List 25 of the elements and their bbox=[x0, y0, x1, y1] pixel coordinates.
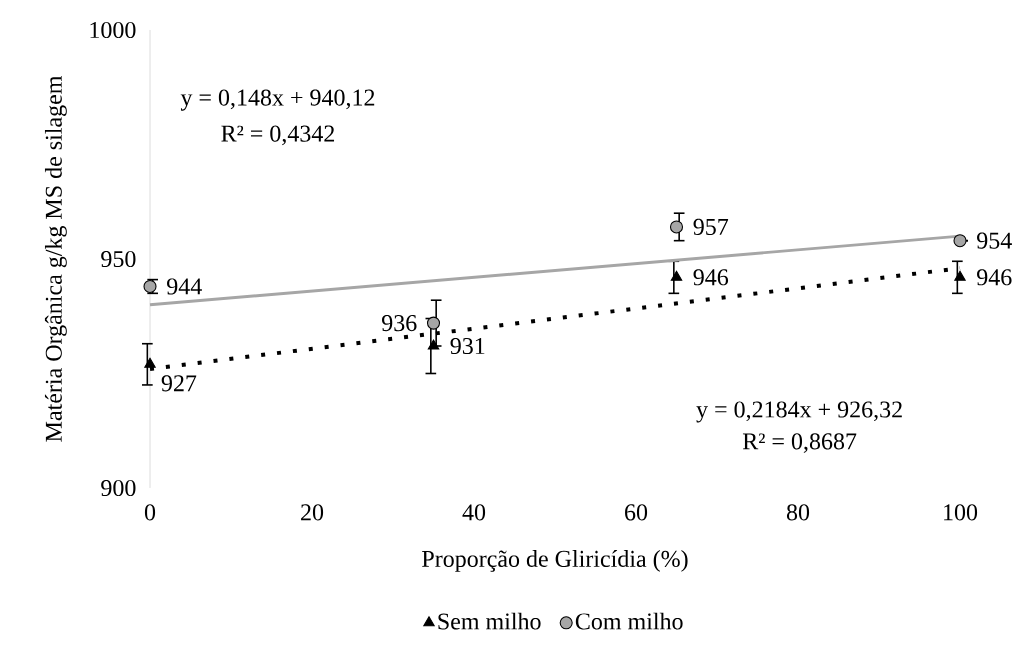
x-tick-label: 80 bbox=[786, 504, 810, 521]
annotation: y = 0,148x + 940,12 bbox=[180, 89, 375, 111]
x-axis-title: Proporção de Gliricídia (%) bbox=[422, 550, 688, 572]
x-tick-label: 100 bbox=[944, 504, 978, 521]
x-tick-label: 0 bbox=[144, 504, 156, 521]
legend-label: Com milho bbox=[575, 612, 683, 630]
y-tick-label: 1000 bbox=[90, 21, 136, 39]
data-label: 946 bbox=[977, 269, 1012, 286]
y-tick-label: 900 bbox=[101, 479, 136, 497]
data-label: 936 bbox=[382, 315, 417, 332]
y-axis-title: Matéria Orgânica g/kg MS de silagem bbox=[44, 75, 67, 442]
x-tick-label: 20 bbox=[301, 504, 324, 521]
annotation: R² = 0,8687 bbox=[742, 433, 857, 453]
annotation: y = 0,2184x + 926,32 bbox=[696, 401, 902, 423]
data-label: 957 bbox=[693, 218, 729, 235]
legend-label: Sem milho bbox=[438, 612, 541, 630]
y-tick-label: 950 bbox=[101, 250, 136, 268]
data-label: 927 bbox=[161, 375, 197, 392]
annotation: R² = 0,4342 bbox=[221, 125, 335, 146]
data-label: 946 bbox=[693, 269, 729, 286]
x-tick-label: 40 bbox=[462, 504, 486, 521]
data-label: 944 bbox=[167, 278, 202, 295]
data-label: 954 bbox=[977, 232, 1012, 249]
data-label: 931 bbox=[450, 337, 485, 355]
x-tick-label: 60 bbox=[625, 504, 648, 521]
